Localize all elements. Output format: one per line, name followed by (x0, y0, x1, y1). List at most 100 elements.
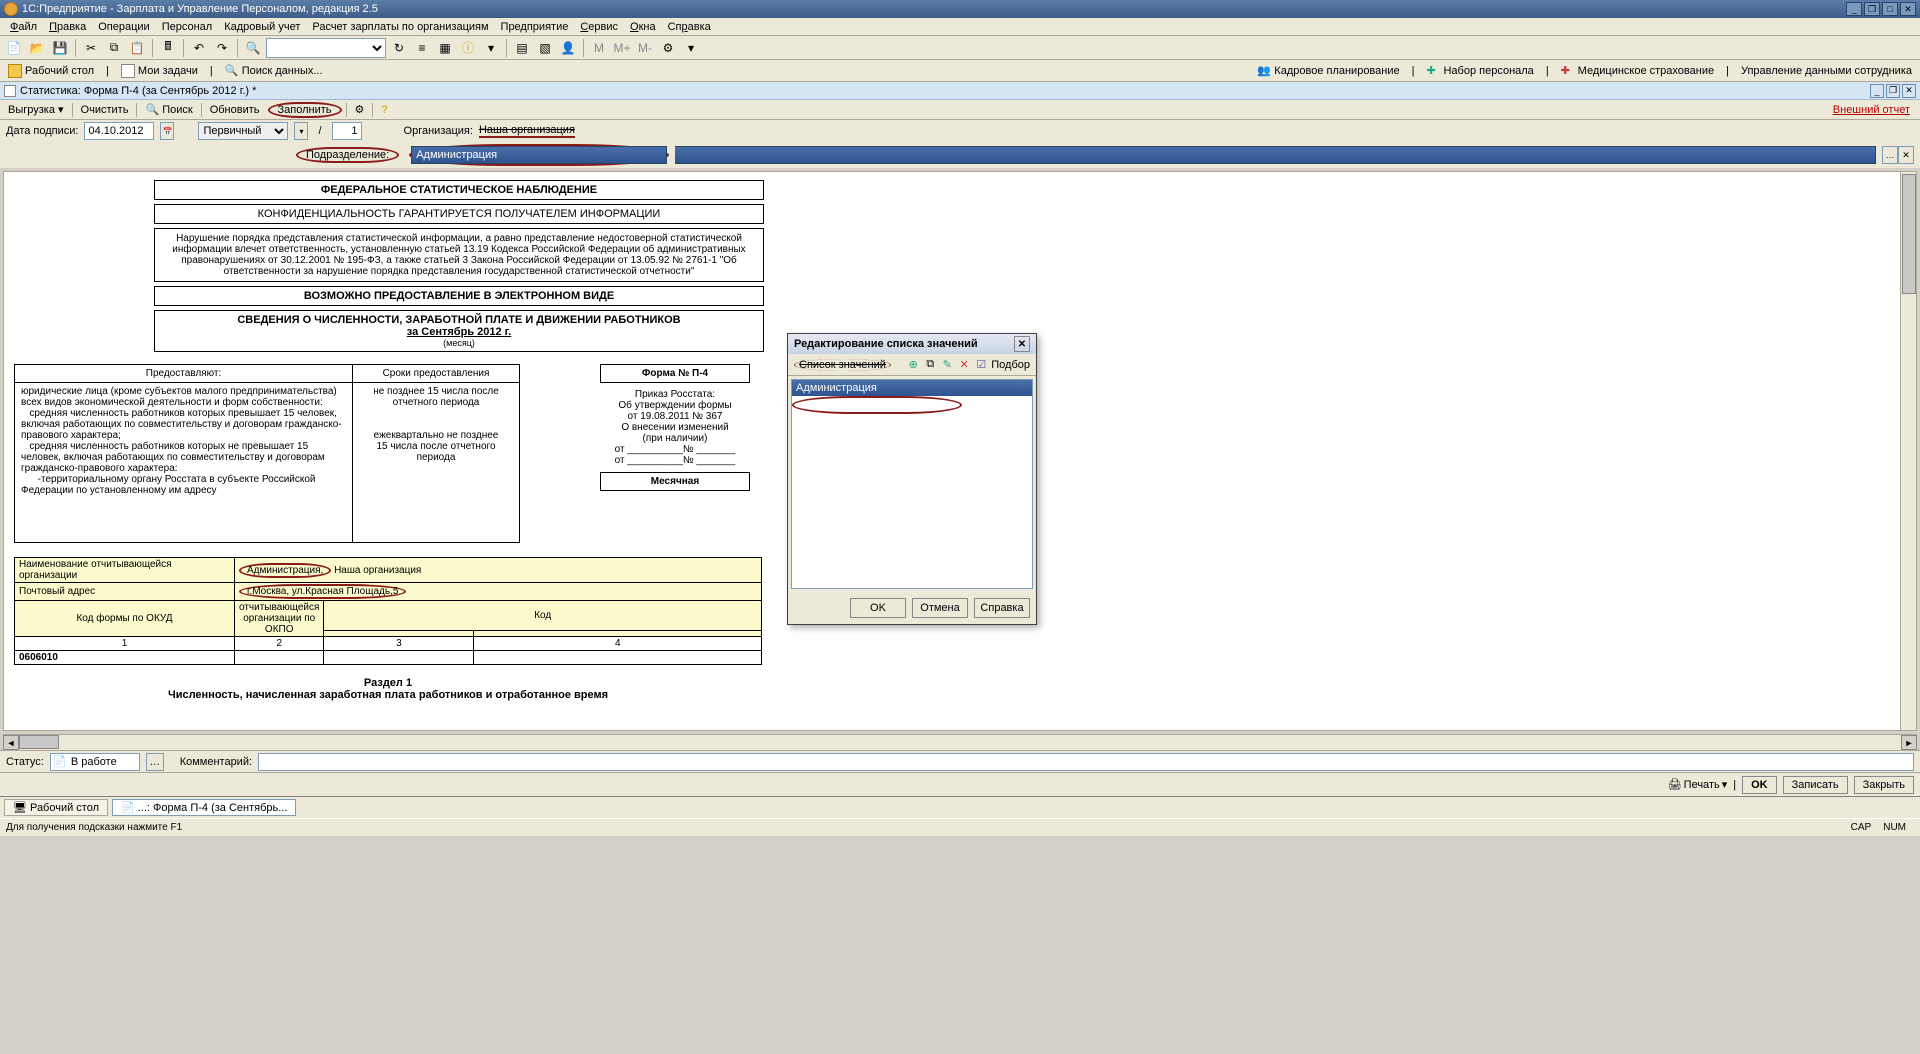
help-button[interactable]: Справка (974, 598, 1030, 618)
menu-operations[interactable]: Операции (92, 21, 155, 33)
fill-button[interactable]: Заполнить (268, 102, 342, 118)
open-icon[interactable]: 📂 (27, 38, 47, 58)
menu-edit[interactable]: Правка (43, 21, 92, 33)
section-header: Раздел 1 Численность, начисленная зарабо… (14, 677, 762, 701)
subdiv-clear-button[interactable]: ✕ (1898, 146, 1914, 164)
scroll-left-button[interactable]: ◄ (3, 735, 19, 750)
undo-icon[interactable]: ↶ (189, 38, 209, 58)
find-button[interactable]: 🔍 Поиск (141, 103, 196, 116)
form-info: Форма № П-4 Приказ Росстата: Об утвержде… (600, 364, 750, 543)
params-row-2: Подразделение: Администрация … ✕ (0, 142, 1920, 168)
maximize-button[interactable]: □ (1882, 2, 1898, 16)
tab-minimize[interactable]: _ (1870, 84, 1884, 98)
value-list[interactable]: Администрация (791, 379, 1033, 589)
tab-restore[interactable]: ❐ (1886, 84, 1900, 98)
menu-file[interactable]: Файл (4, 21, 43, 33)
dialog-close-button[interactable]: ✕ (1014, 336, 1030, 352)
edit-icon[interactable]: ✎ (940, 358, 954, 372)
refresh-button[interactable]: Обновить (206, 104, 264, 116)
menu-service[interactable]: Сервис (574, 21, 624, 33)
type-dropdown[interactable]: ▾ (294, 122, 308, 140)
gear-icon[interactable]: ⚙ (658, 38, 678, 58)
ok-button[interactable]: OK (850, 598, 906, 618)
scroll-right-button[interactable]: ► (1901, 735, 1917, 750)
restore-button[interactable]: ❐ (1864, 2, 1880, 16)
dialog-toolbar: Список значений ⊕ ⧉ ✎ ✕ ☑ Подбор (788, 354, 1036, 376)
refresh-icon[interactable]: ↻ (389, 38, 409, 58)
nav-search[interactable]: 🔍Поиск данных... (221, 64, 327, 78)
separator (237, 39, 238, 57)
header-box-3: ВОЗМОЖНО ПРЕДОСТАВЛЕНИЕ В ЭЛЕКТРОННОМ ВИ… (154, 286, 764, 306)
copy-icon[interactable]: ⧉ (104, 38, 124, 58)
org-info-table: Наименование отчитывающейся организацииА… (14, 557, 762, 665)
status-field[interactable]: В работе (50, 753, 140, 771)
minimize-button[interactable]: _ (1846, 2, 1862, 16)
number-field[interactable] (332, 122, 362, 140)
help-button[interactable]: ? (377, 104, 391, 116)
search-dropdown[interactable] (266, 38, 386, 58)
tab-close[interactable]: ✕ (1902, 84, 1916, 98)
taskbar-desktop[interactable]: 🖥Рабочий стол (4, 799, 108, 816)
check-icon[interactable]: ☑ (974, 358, 988, 372)
podbor-button[interactable]: Подбор (991, 359, 1030, 371)
table-icon[interactable]: ▤ (512, 38, 532, 58)
menu-payroll[interactable]: Расчет зарплаты по организациям (306, 21, 494, 33)
m-button[interactable]: M (589, 38, 609, 58)
menu-enterprise[interactable]: Предприятие (495, 21, 575, 33)
dropdown-icon[interactable]: ▾ (681, 38, 701, 58)
ok-button[interactable]: OK (1742, 776, 1777, 794)
date-field[interactable] (84, 122, 154, 140)
export-button[interactable]: Выгрузка ▾ (4, 103, 68, 116)
status-select-button[interactable]: … (146, 753, 164, 771)
taskbar-document[interactable]: 📄...: Форма П-4 (за Сентябрь... (112, 799, 296, 816)
m-plus-button[interactable]: M+ (612, 38, 632, 58)
close-button[interactable]: ✕ (1900, 2, 1916, 16)
comment-field[interactable] (258, 753, 1914, 771)
nav-desktop[interactable]: Рабочий стол (4, 64, 98, 78)
user-icon[interactable]: 👤 (558, 38, 578, 58)
search-icon[interactable]: 🔍 (243, 38, 263, 58)
settings-button[interactable]: ⚙ (351, 103, 369, 116)
delete-icon[interactable]: ✕ (957, 358, 971, 372)
tool-icon[interactable]: ≡ (412, 38, 432, 58)
header-box-4: СВЕДЕНИЯ О ЧИСЛЕННОСТИ, ЗАРАБОТНОЙ ПЛАТЕ… (154, 310, 764, 352)
vertical-scrollbar[interactable] (1900, 172, 1916, 730)
subdiv-select-button[interactable]: … (1882, 146, 1898, 164)
dropdown-icon[interactable]: ▾ (481, 38, 501, 58)
list-item-selected[interactable]: Администрация (792, 380, 1032, 396)
cut-icon[interactable]: ✂ (81, 38, 101, 58)
menu-help[interactable]: Справка (662, 21, 717, 33)
external-report-link[interactable]: Внешний отчет (1833, 104, 1916, 116)
nav-employee-data[interactable]: Управление данными сотрудника (1737, 65, 1916, 77)
close-button[interactable]: Закрыть (1854, 776, 1914, 794)
clear-button[interactable]: Очистить (77, 104, 133, 116)
date-label: Дата подписи: (6, 125, 78, 137)
nav-planning[interactable]: 👥Кадровое планирование (1253, 64, 1403, 78)
save-icon[interactable]: 💾 (50, 38, 70, 58)
horizontal-scrollbar[interactable]: ◄ ► (3, 734, 1917, 750)
calc-icon[interactable]: 🖩 (158, 38, 178, 58)
print-button[interactable]: 🖨 Печать ▾ (1668, 778, 1728, 791)
menu-personnel[interactable]: Персонал (156, 21, 219, 33)
date-picker-button[interactable]: 📅 (160, 122, 174, 140)
redo-icon[interactable]: ↷ (212, 38, 232, 58)
nav-recruitment[interactable]: ✚Набор персонала (1422, 64, 1537, 78)
subdiv-field[interactable]: Администрация (411, 146, 667, 164)
nav-insurance[interactable]: ✚Медицинское страхование (1557, 64, 1718, 78)
tool-icon[interactable]: ▦ (435, 38, 455, 58)
nav-tasks[interactable]: Мои задачи (117, 64, 202, 78)
save-button[interactable]: Записать (1783, 776, 1848, 794)
cancel-button[interactable]: Отмена (912, 598, 968, 618)
copy-icon[interactable]: ⧉ (923, 358, 937, 372)
doc-icon (4, 85, 16, 97)
menu-hr[interactable]: Кадровый учет (218, 21, 306, 33)
list-icon[interactable]: ▧ (535, 38, 555, 58)
type-select[interactable]: Первичный (198, 122, 288, 140)
new-icon[interactable]: 📄 (4, 38, 24, 58)
add-icon[interactable]: ⊕ (906, 358, 920, 372)
help-icon[interactable]: ⓘ (458, 38, 478, 58)
m-minus-button[interactable]: M- (635, 38, 655, 58)
menu-windows[interactable]: Окна (624, 21, 662, 33)
subdiv-field-ext[interactable] (675, 146, 1876, 164)
paste-icon[interactable]: 📋 (127, 38, 147, 58)
